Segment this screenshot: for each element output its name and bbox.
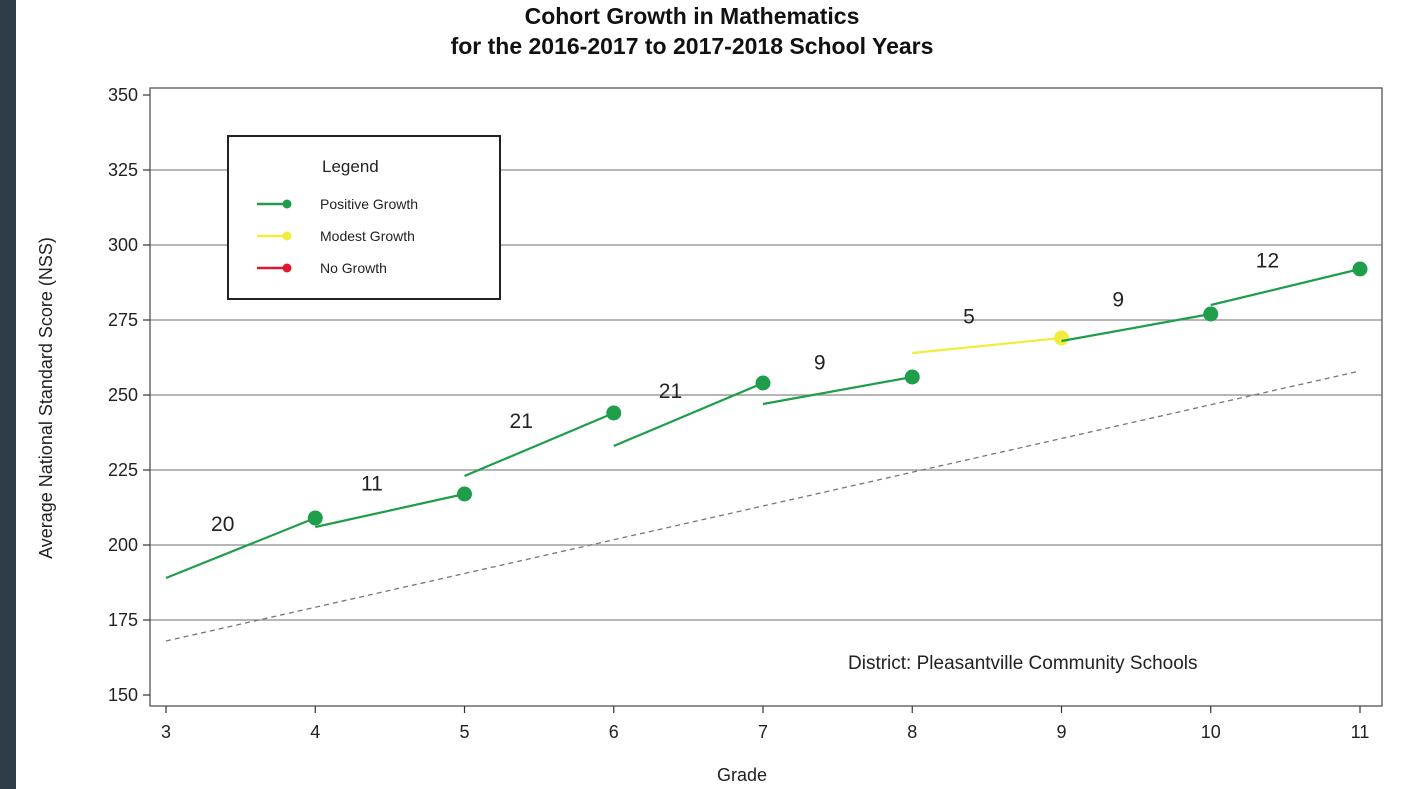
district-annotation: District: Pleasantville Community School…: [848, 653, 1198, 674]
chart-title: Cohort Growth in Mathematics: [525, 3, 860, 29]
y-tick-label: 325: [108, 160, 138, 180]
growth-segment: [912, 336, 1062, 355]
plot-frame: [149, 87, 1383, 707]
cohort-growth-chart: Cohort Growth in Mathematics for the 201…: [36, 3, 1383, 785]
growth-segments: 20 11 21 21 9 5 9 12: [165, 249, 1368, 580]
x-tick-label: 5: [459, 722, 469, 742]
growth-label: 9: [1112, 289, 1124, 312]
growth-point: [904, 369, 920, 385]
x-tick-label: 9: [1056, 722, 1066, 742]
y-tick-label: 250: [108, 385, 138, 405]
y-tick-label: 200: [108, 535, 138, 555]
growth-segment: [165, 516, 316, 580]
growth-point: [606, 405, 622, 421]
reference-line-layer: [165, 370, 1361, 642]
growth-label: 12: [1256, 249, 1279, 272]
axis-ticks: 150 175 200 225 250 275 300 325 350 3 4 5 6 7 8 9 10 11: [108, 85, 1369, 742]
growth-point: [307, 510, 323, 526]
x-tick-label: 3: [161, 722, 171, 742]
legend: Legend Positive Growth Modest Growth No …: [227, 135, 501, 300]
x-tick-label: 6: [609, 722, 619, 742]
x-tick-label: 10: [1201, 722, 1221, 742]
growth-segment: [1061, 312, 1211, 343]
x-tick-label: 8: [907, 722, 917, 742]
chart-page: Cohort Growth in Mathematics for the 201…: [16, 0, 1408, 789]
growth-segment: [1210, 267, 1361, 307]
legend-box: [227, 135, 501, 300]
legend-marker-modest: [282, 231, 292, 241]
growth-point: [457, 486, 472, 502]
legend-marker-positive: [282, 199, 292, 209]
growth-segment: [762, 375, 913, 406]
y-tick-label: 150: [108, 685, 138, 705]
y-axis-label: Average National Standard Score (NSS): [36, 237, 56, 559]
growth-label: 11: [361, 472, 383, 495]
y-tick-label: 350: [108, 85, 138, 105]
y-tick-label: 300: [108, 235, 138, 255]
reference-line: [165, 370, 1361, 642]
x-tick-label: 7: [758, 722, 768, 742]
y-tick-label: 275: [108, 310, 138, 330]
chart-subtitle: for the 2016-2017 to 2017-2018 School Ye…: [451, 33, 934, 59]
x-axis-label: Grade: [717, 765, 767, 785]
legend-marker-none: [282, 263, 292, 273]
growth-point: [1352, 261, 1368, 277]
growth-segment: [464, 411, 615, 478]
x-tick-label: 4: [310, 722, 320, 742]
growth-segment: [315, 492, 465, 529]
legend-label-positive: Positive Growth: [320, 196, 418, 212]
legend-label-modest: Modest Growth: [320, 228, 415, 244]
growth-label: 5: [963, 305, 975, 328]
growth-label: 21: [510, 410, 533, 433]
y-tick-label: 225: [108, 460, 138, 480]
legend-label-none: No Growth: [320, 260, 387, 276]
y-tick-label: 175: [108, 610, 138, 630]
growth-point: [1054, 330, 1069, 346]
growth-label: 21: [659, 380, 682, 403]
growth-point: [755, 375, 771, 391]
growth-point: [1203, 306, 1219, 322]
growth-label: 20: [211, 513, 234, 536]
legend-title: Legend: [322, 157, 379, 176]
growth-label: 9: [814, 352, 826, 375]
growth-segment: [613, 381, 764, 448]
x-tick-label: 11: [1351, 722, 1370, 742]
